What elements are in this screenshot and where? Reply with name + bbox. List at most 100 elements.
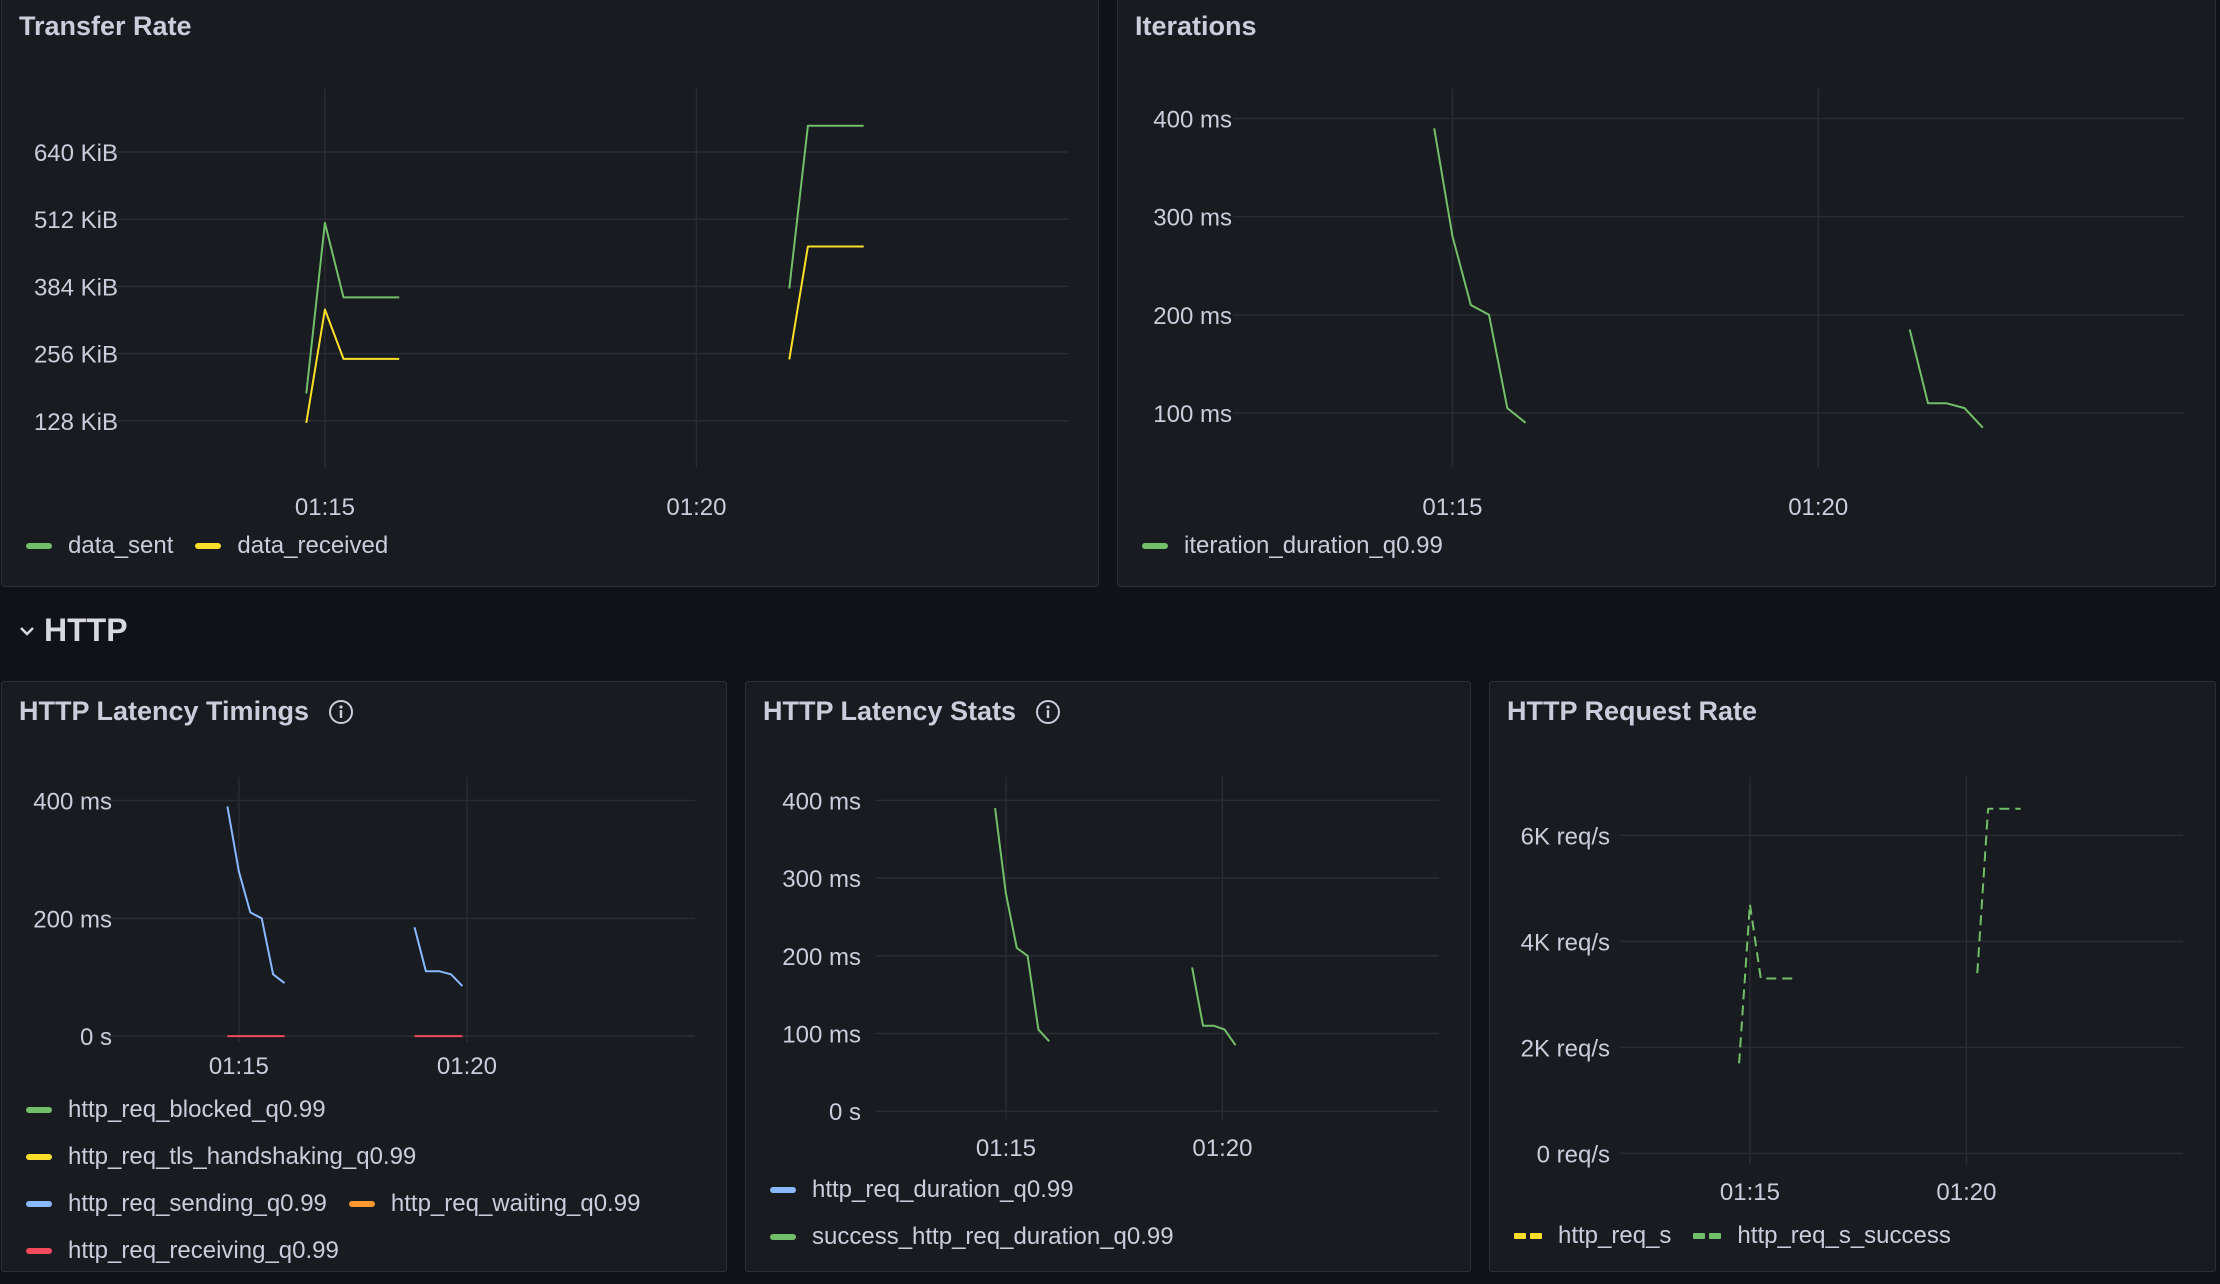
panel-transfer-rate: Transfer Rate 128 KiB 256 KiB 384 KiB 512 K… xyxy=(1,0,1099,587)
legend-label: http_req_blocked_q0.99 xyxy=(68,1095,326,1123)
panel-iterations: Iterations 100 ms 200 ms 300 ms 400 ms 01:15… xyxy=(1117,0,2216,587)
series-line-data_received xyxy=(788,245,864,360)
panel-title[interactable]: HTTP Latency Stats xyxy=(763,696,1062,727)
y-tick-label: 2K req/s xyxy=(1521,1035,1610,1062)
transfer-rate-chart: 128 KiB 256 KiB 384 KiB 512 KiB 640 KiB 01:15… xyxy=(34,89,1068,521)
info-icon[interactable] xyxy=(1034,698,1062,726)
http-latency-stats-chart: 0 s 100 ms 200 ms 300 ms 400 ms 01:15 01:20 xyxy=(782,777,1439,1162)
series-line-iteration_duration_q0.99 xyxy=(1908,329,1984,429)
legend-swatch xyxy=(26,542,52,549)
legend-swatch xyxy=(26,1106,52,1113)
series-line-http_req_s_success xyxy=(1738,903,1794,1064)
x-tick-label: 01:20 xyxy=(437,1053,497,1080)
series-line-success_http_req_duration_q0.99 xyxy=(1191,967,1237,1046)
legend-label: http_req_duration_q0.99 xyxy=(812,1175,1074,1203)
legend-swatch xyxy=(770,1233,796,1240)
legend-item[interactable]: http_req_s xyxy=(1514,1222,1671,1249)
x-tick-label: 01:15 xyxy=(1422,494,1482,521)
legend-label: data_sent xyxy=(68,531,174,559)
y-tick-label: 200 ms xyxy=(33,906,112,933)
legend-label: iteration_duration_q0.99 xyxy=(1184,531,1443,559)
y-tick-label: 200 ms xyxy=(1153,303,1232,330)
http-latency-timings-chart: 0 s 200 ms 400 ms 01:15 01:20 xyxy=(33,777,695,1080)
y-tick-label: 200 ms xyxy=(782,944,861,971)
legend-swatch xyxy=(1142,542,1168,549)
series-line-iteration_duration_q0.99 xyxy=(1433,128,1527,424)
legend-label: http_req_receiving_q0.99 xyxy=(68,1236,339,1264)
y-tick-label: 400 ms xyxy=(33,789,112,816)
info-icon[interactable] xyxy=(327,698,355,726)
y-tick-label: 0 req/s xyxy=(1537,1141,1610,1168)
legend-swatch xyxy=(348,1200,375,1207)
legend-item[interactable]: http_req_receiving_q0.99 xyxy=(26,1237,726,1264)
x-tick-label: 01:15 xyxy=(976,1135,1036,1162)
legend-item[interactable]: http_req_duration_q0.99 xyxy=(770,1176,1470,1203)
chevron-down-icon xyxy=(20,626,34,636)
legend-swatch xyxy=(1514,1232,1542,1239)
y-tick-label: 300 ms xyxy=(782,866,861,893)
y-tick-label: 400 ms xyxy=(1153,106,1232,133)
legend-swatch xyxy=(195,542,222,549)
y-tick-label: 300 ms xyxy=(1153,205,1232,232)
legend-label: success_http_req_duration_q0.99 xyxy=(812,1222,1174,1250)
iterations-chart: 100 ms 200 ms 300 ms 400 ms 01:15 01:20 xyxy=(1153,89,2184,521)
series-line-data_sent xyxy=(305,221,400,394)
series-line-success_http_req_duration_q0.99 xyxy=(994,807,1050,1042)
legend-item[interactable]: http_req_waiting_q0.99 xyxy=(348,1189,641,1217)
legend-item[interactable]: http_req_s_success xyxy=(1693,1221,1951,1249)
y-tick-label: 0 s xyxy=(829,1099,861,1126)
y-tick-label: 400 ms xyxy=(782,788,861,815)
x-tick-label: 01:15 xyxy=(295,494,355,521)
legend: http_req_s http_req_s_success xyxy=(1514,1222,1951,1249)
panel-title[interactable]: HTTP Latency Timings xyxy=(19,696,355,727)
panel-http-latency-timings: HTTP Latency Timings 0 s 200 ms 400 ms 01:1… xyxy=(1,681,727,1272)
series-line-http_req_sending_q0.99 xyxy=(413,926,464,987)
legend-swatch xyxy=(770,1186,796,1193)
panel-title[interactable]: Transfer Rate xyxy=(19,11,192,41)
y-tick-label: 100 ms xyxy=(1153,401,1232,428)
x-tick-label: 01:15 xyxy=(209,1053,269,1080)
legend-item[interactable]: http_req_sending_q0.99 xyxy=(26,1190,327,1217)
y-tick-label: 512 KiB xyxy=(34,207,118,234)
y-tick-label: 384 KiB xyxy=(34,274,118,301)
x-tick-label: 01:20 xyxy=(1788,494,1848,521)
legend-item[interactable]: http_req_tls_handshaking_q0.99 xyxy=(26,1143,726,1170)
legend-swatch xyxy=(26,1153,52,1160)
legend: http_req_duration_q0.99 success_http_req_… xyxy=(770,1176,1470,1250)
y-tick-label: 100 ms xyxy=(782,1022,861,1049)
series-line-data_sent xyxy=(788,124,864,289)
series-line-data_received xyxy=(305,308,400,424)
x-tick-label: 01:20 xyxy=(1192,1135,1252,1162)
legend: data_sent data_received xyxy=(26,532,388,559)
legend-label: http_req_waiting_q0.99 xyxy=(390,1189,641,1217)
y-tick-label: 0 s xyxy=(80,1024,112,1051)
legend-item[interactable]: success_http_req_duration_q0.99 xyxy=(770,1223,1470,1250)
legend-item[interactable]: data_received xyxy=(195,532,388,559)
y-tick-label: 256 KiB xyxy=(34,342,118,369)
panel-http-latency-stats: HTTP Latency Stats 0 s 100 ms 200 ms 300 ms… xyxy=(745,681,1471,1272)
panel-title[interactable]: Iterations xyxy=(1135,11,1257,41)
legend-swatch xyxy=(26,1200,52,1207)
panel-http-request-rate: HTTP Request Rate 0 req/s 2K req/s 4K req/… xyxy=(1489,681,2216,1272)
legend-item[interactable]: iteration_duration_q0.99 xyxy=(1142,532,1443,559)
y-tick-label: 6K req/s xyxy=(1521,823,1610,850)
http-request-rate-chart: 0 req/s 2K req/s 4K req/s 6K req/s 01:15 01:2… xyxy=(1521,777,2183,1206)
y-tick-label: 4K req/s xyxy=(1521,929,1610,956)
legend-label: data_received xyxy=(237,531,389,559)
y-tick-label: 640 KiB xyxy=(34,140,118,167)
row-header-http[interactable]: HTTP xyxy=(18,612,128,649)
x-tick-label: 01:20 xyxy=(666,494,726,521)
x-tick-label: 01:15 xyxy=(1720,1179,1780,1206)
legend-item[interactable]: http_req_blocked_q0.99 xyxy=(26,1096,726,1123)
legend-label: http_req_s xyxy=(1558,1221,1672,1249)
y-tick-label: 128 KiB xyxy=(34,409,118,436)
legend-label: http_req_s_success xyxy=(1737,1221,1951,1249)
legend-label: http_req_tls_handshaking_q0.99 xyxy=(68,1142,417,1170)
series-line-http_req_s_success xyxy=(1976,807,2021,974)
legend-item[interactable]: data_sent xyxy=(26,532,173,559)
series-line-http_req_sending_q0.99 xyxy=(226,806,286,984)
x-tick-label: 01:20 xyxy=(1936,1179,1996,1206)
legend: iteration_duration_q0.99 xyxy=(1142,532,1443,559)
legend-label: http_req_sending_q0.99 xyxy=(68,1189,327,1217)
panel-title[interactable]: HTTP Request Rate xyxy=(1507,696,1758,726)
